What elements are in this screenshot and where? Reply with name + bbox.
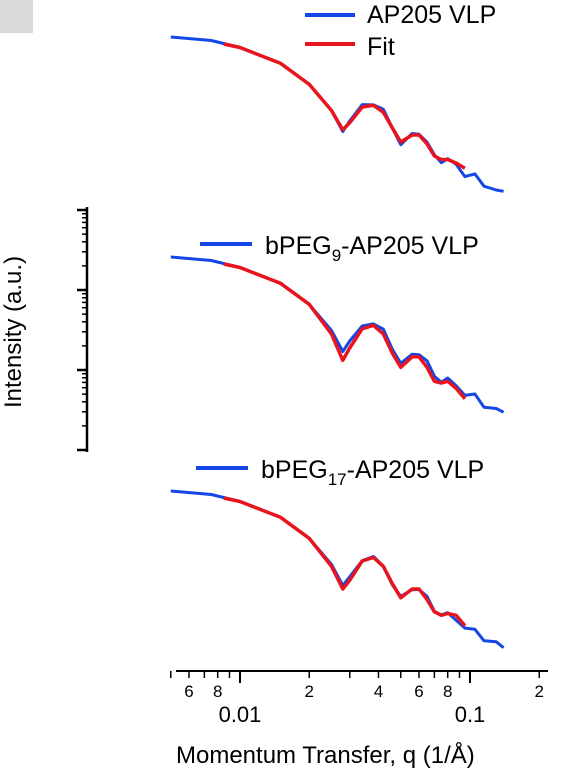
x-minor-tick-label: 6 — [184, 682, 193, 701]
panel-label-sub-bpeg17: 17 — [328, 470, 347, 489]
panel-label-rest-bpeg9: -AP205 VLP — [341, 232, 479, 260]
corner-box — [0, 0, 33, 33]
legend: AP205 VLP Fit — [305, 1, 496, 61]
x-minor-tick-label: 6 — [414, 682, 423, 701]
panel-label-bpeg9: bPEG9-AP205 VLP — [200, 232, 479, 265]
panel-label-text-bpeg17: bPEG17-AP205 VLP — [261, 456, 484, 489]
x-axis-title: Momentum Transfer, q (1/Å) — [176, 741, 475, 769]
panel-label-rest-bpeg17: -AP205 VLP — [347, 456, 485, 484]
x-minor-tick-label: 8 — [443, 682, 452, 701]
x-minor-tick-label: 2 — [535, 682, 544, 701]
panel-0-fit-curve — [223, 42, 466, 170]
curves — [170, 35, 505, 649]
panel-1-data-curve — [170, 255, 505, 414]
x-minor-tick-label: 2 — [305, 682, 314, 701]
x-axis: 0.01 0.1 6 8 2 4 6 8 2 — [170, 670, 548, 727]
panel-2-data-curve — [170, 489, 505, 649]
panel-label-sub-bpeg9: 9 — [332, 246, 341, 265]
y-axis — [77, 207, 89, 452]
x-minor-tick-label: 8 — [213, 682, 222, 701]
panel-label-main-bpeg17: bPEG — [261, 456, 328, 484]
panel-2-fit-curve — [223, 496, 467, 627]
legend-label-fit: Fit — [367, 33, 395, 61]
x-major-tick-label: 0.1 — [455, 702, 486, 727]
x-minor-tick-label: 4 — [374, 682, 383, 701]
legend-label-data: AP205 VLP — [367, 1, 496, 29]
panel-0-data-curve — [170, 35, 504, 193]
y-axis-title: Intensity (a.u.) — [0, 256, 27, 408]
x-major-tick-label: 0.01 — [219, 702, 262, 727]
panel-label-bpeg17: bPEG17-AP205 VLP — [196, 456, 484, 489]
panel-1-fit-curve — [223, 262, 467, 400]
panel-label-text-bpeg9: bPEG9-AP205 VLP — [265, 232, 479, 265]
panel-label-main-bpeg9: bPEG — [265, 232, 332, 260]
